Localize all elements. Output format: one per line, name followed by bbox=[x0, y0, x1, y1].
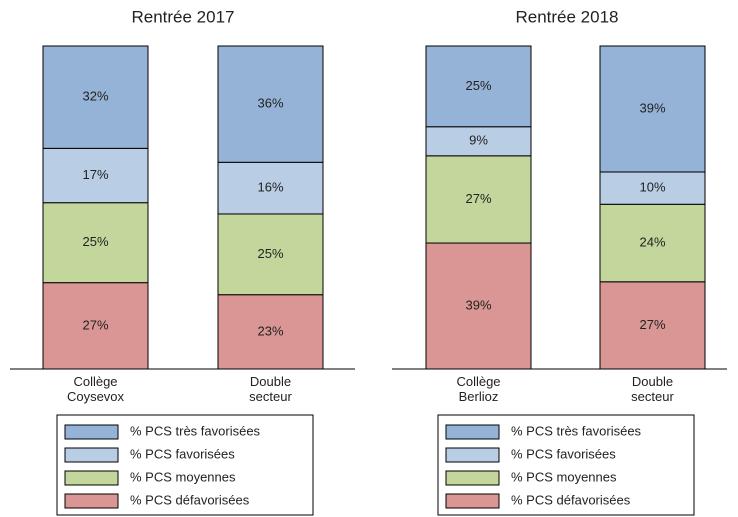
legend-label: % PCS très favorisées bbox=[130, 423, 261, 438]
x-tick-label: Collège Berlioz bbox=[456, 374, 500, 404]
data-label: 27% bbox=[639, 317, 665, 332]
x-tick-label: Double secteur bbox=[631, 374, 674, 404]
data-label: 17% bbox=[82, 167, 108, 182]
bar-segment bbox=[425, 242, 532, 370]
bar-segment bbox=[42, 45, 149, 149]
data-label: 32% bbox=[82, 89, 108, 104]
data-label: 25% bbox=[82, 234, 108, 249]
legend-swatch bbox=[445, 424, 500, 440]
bar-segment bbox=[217, 161, 324, 215]
legend-box bbox=[437, 414, 695, 516]
data-label: 25% bbox=[257, 246, 283, 261]
data-label: 25% bbox=[465, 78, 491, 93]
legend-swatch bbox=[64, 424, 119, 440]
data-label: 39% bbox=[639, 100, 665, 115]
legend-swatch bbox=[64, 493, 119, 509]
legend-swatch bbox=[64, 470, 119, 486]
legend-label: % PCS très favorisées bbox=[511, 423, 642, 438]
data-label: 16% bbox=[257, 180, 283, 195]
legend-swatch bbox=[445, 447, 500, 463]
bar-segment bbox=[42, 202, 149, 284]
data-label: 36% bbox=[257, 96, 283, 111]
data-label: 9% bbox=[469, 133, 488, 148]
data-label: 27% bbox=[465, 191, 491, 206]
bar-segment bbox=[42, 282, 149, 370]
bar-segment bbox=[217, 294, 324, 370]
legend-label: % PCS favorisées bbox=[511, 446, 616, 461]
bar-segment bbox=[425, 45, 532, 128]
bar-segment bbox=[599, 203, 706, 283]
legend-box bbox=[56, 414, 314, 516]
bar-segment bbox=[599, 171, 706, 205]
chart-title: Rentrée 2018 bbox=[515, 7, 618, 26]
bar-segment bbox=[217, 45, 324, 163]
legend-label: % PCS moyennes bbox=[511, 469, 617, 484]
legend-label: % PCS favorisées bbox=[130, 446, 235, 461]
legend-label: % PCS défavorisées bbox=[130, 492, 250, 507]
x-tick-label: Collège Coysevox bbox=[67, 374, 125, 404]
data-label: 23% bbox=[257, 323, 283, 338]
x-tick-label: Double secteur bbox=[249, 374, 292, 404]
bar-segment bbox=[217, 213, 324, 296]
legend-swatch bbox=[64, 447, 119, 463]
bar-segment bbox=[599, 45, 706, 173]
legend-swatch bbox=[445, 493, 500, 509]
legend-label: % PCS défavorisées bbox=[511, 492, 631, 507]
bar-segment bbox=[599, 281, 706, 370]
data-label: 39% bbox=[465, 297, 491, 312]
chart-title: Rentrée 2017 bbox=[131, 7, 234, 26]
data-label: 10% bbox=[639, 180, 665, 195]
legend-swatch bbox=[445, 470, 500, 486]
legend-label: % PCS moyennes bbox=[130, 469, 236, 484]
data-label: 24% bbox=[639, 234, 665, 249]
bar-segment bbox=[425, 155, 532, 244]
data-label: 27% bbox=[82, 317, 108, 332]
